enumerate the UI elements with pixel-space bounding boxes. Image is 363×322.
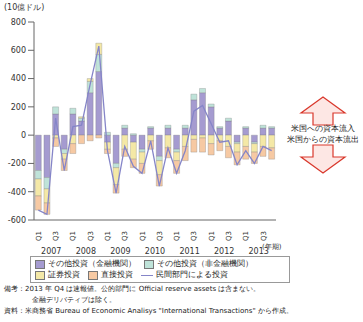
html-text:民間部門による投資: 民間部門による投資 <box>156 270 228 279</box>
svg-text:400: 400 <box>11 74 26 83</box>
svg-text:Q3: Q3 <box>121 231 129 241</box>
svg-text:2010: 2010 <box>145 247 165 254</box>
svg-text:0: 0 <box>21 131 26 140</box>
html-text:その他投資（金融機関）: その他投資（金融機関） <box>48 259 136 268</box>
svg-text:Q3: Q3 <box>156 231 164 241</box>
svg-text:Q3: Q3 <box>260 231 268 241</box>
svg-text:-600: -600 <box>8 216 26 225</box>
html-text:(10億ドル): (10億ドル) <box>4 3 45 12</box>
svg-text:Q1: Q1 <box>208 231 216 241</box>
svg-text:2012: 2012 <box>214 247 234 254</box>
svg-text:600: 600 <box>11 46 26 55</box>
svg-text:200: 200 <box>11 103 26 112</box>
svg-text:2008: 2008 <box>76 247 96 254</box>
svg-text:-400: -400 <box>8 188 26 197</box>
html-text:米国からの資本流出: 米国からの資本流出 <box>287 135 359 145</box>
svg-text:2007: 2007 <box>41 247 61 254</box>
html-text:証券投資: 証券投資 <box>48 270 80 279</box>
html-text:資料：米商務省 Bureau of Economic Ana: 資料：米商務省 Bureau of Economic Analisys "Int… <box>4 307 293 315</box>
svg-text:Q3: Q3 <box>190 231 198 241</box>
svg-text:2009: 2009 <box>110 247 130 254</box>
svg-text:Q1: Q1 <box>173 231 181 241</box>
svg-text:Q1: Q1 <box>35 231 43 241</box>
svg-text:800: 800 <box>11 18 26 27</box>
svg-text:-200: -200 <box>8 159 26 168</box>
svg-text:2011: 2011 <box>179 247 199 254</box>
svg-text:Q1: Q1 <box>242 231 250 241</box>
svg-text:Q3: Q3 <box>225 231 233 241</box>
svg-text:Q1: Q1 <box>104 231 112 241</box>
html-text:その他投資（非金融機関）: その他投資（非金融機関） <box>157 259 253 268</box>
html-text:米国への資本流入: 米国への資本流入 <box>291 124 355 134</box>
html-text:(年期): (年期) <box>262 243 282 251</box>
html-text:備考：2013 年 Q4 は速報値。公的部門に Offici: 備考：2013 年 Q4 は速報値。公的部門に Official reserve… <box>4 285 261 293</box>
svg-text:Q1: Q1 <box>69 231 77 241</box>
html-text:金融デリバティブは除く。: 金融デリバティブは除く。 <box>32 296 116 304</box>
svg-text:Q1: Q1 <box>139 231 147 241</box>
svg-text:Q3: Q3 <box>87 231 95 241</box>
html-text:直接投資: 直接投資 <box>101 270 133 279</box>
svg-text:Q3: Q3 <box>52 231 60 241</box>
